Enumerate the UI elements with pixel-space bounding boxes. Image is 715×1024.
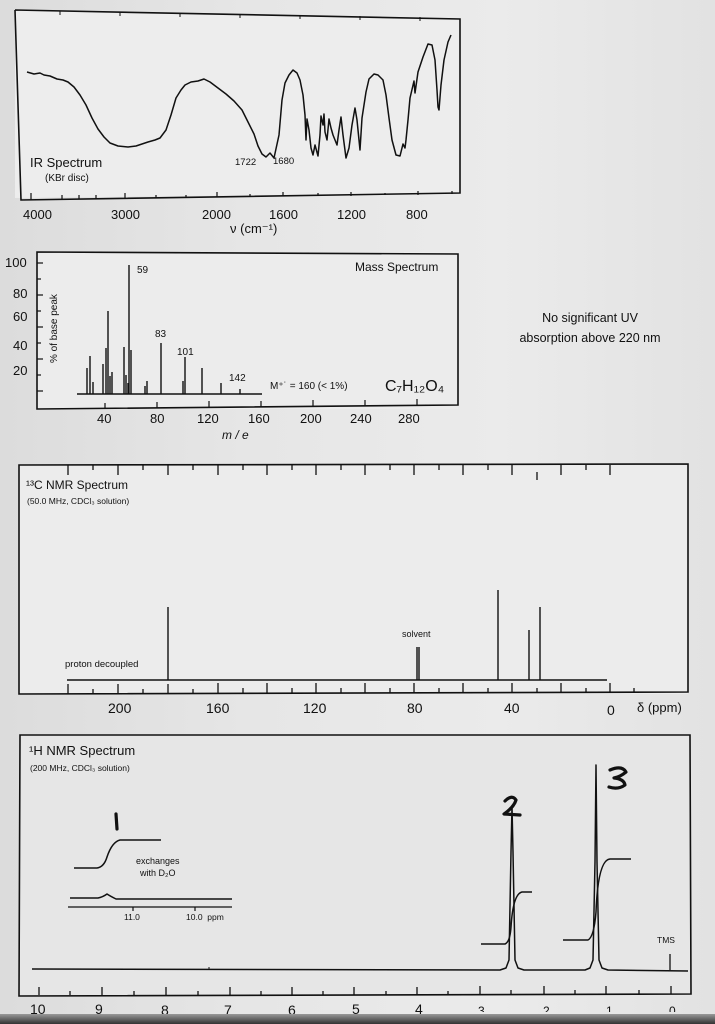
h1-inset-note-1: exchanges bbox=[136, 856, 180, 866]
handwritten-integral-1 bbox=[114, 812, 119, 831]
ms-x-axis-label: m / e bbox=[222, 428, 249, 442]
h1-nmr-chart bbox=[18, 734, 692, 997]
handwritten-integral-2 bbox=[502, 795, 522, 817]
mass-spectrum-chart: 59 83 101 142 % of base peak bbox=[36, 251, 459, 410]
h1-tick-3: 3 bbox=[478, 1004, 485, 1012]
ir-tick-1600: 1600 bbox=[269, 207, 298, 222]
ms-x-tick-240: 240 bbox=[350, 411, 372, 426]
ms-formula: C₇H₁₂O₄ bbox=[385, 378, 445, 395]
ir-peak-label-1722: 1722 bbox=[235, 157, 257, 168]
ir-tick-2000: 2000 bbox=[202, 207, 231, 222]
ms-molecular-ion: M⁺˙ = 160 (< 1%) bbox=[270, 381, 348, 392]
h1-tick-5: 5 bbox=[352, 1001, 360, 1017]
c13-tick-160: 160 bbox=[206, 700, 230, 716]
c13-title: ¹³C NMR Spectrum bbox=[26, 478, 129, 492]
ir-tick-4000: 4000 bbox=[23, 207, 52, 222]
h1-nmr-panel: ¹H NMR Spectrum (200 MHz, CDCl₃ solution… bbox=[0, 732, 715, 1024]
ms-y-tick-40: 40 bbox=[13, 338, 28, 353]
handwritten-integral-3 bbox=[607, 766, 628, 790]
ms-x-tick-200: 200 bbox=[300, 411, 322, 426]
c13-x-unit: δ (ppm) bbox=[637, 700, 682, 715]
h1-tick-1: 1 bbox=[606, 1004, 613, 1012]
uv-note-line-1: No significant UV bbox=[542, 311, 638, 325]
ms-x-tick-80: 80 bbox=[150, 411, 165, 426]
uv-note-line-2: absorption above 220 nm bbox=[519, 331, 661, 345]
c13-tick-80: 80 bbox=[407, 700, 423, 716]
h1-tick-6: 6 bbox=[288, 1002, 296, 1018]
ir-tick-3000: 3000 bbox=[111, 207, 140, 222]
h1-tick-7: 7 bbox=[224, 1002, 232, 1018]
h1-tick-4: 4 bbox=[415, 1001, 423, 1017]
c13-subtitle: (50.0 MHz, CDCl₃ solution) bbox=[27, 496, 130, 506]
c13-mode-label: proton decoupled bbox=[65, 659, 139, 670]
c13-tick-200: 200 bbox=[108, 700, 132, 716]
ir-spectrum-panel: IR Spectrum (KBr disc) 1722 1680 4000 30… bbox=[0, 0, 470, 236]
ms-y-tick-20: 20 bbox=[13, 363, 28, 378]
ms-x-tick-40: 40 bbox=[97, 411, 112, 426]
h1-inset-tick-10: 10.0 ppm bbox=[186, 912, 224, 922]
ms-peak-label-83: 83 bbox=[155, 329, 167, 340]
ir-x-axis-label: ν (cm⁻¹) bbox=[230, 221, 278, 236]
ms-y-tick-100: 100 bbox=[5, 255, 27, 270]
ms-peak-label-101: 101 bbox=[177, 347, 194, 358]
mass-spectrum-panel: 59 83 101 142 % of base peak Mass Spectr… bbox=[0, 245, 470, 445]
ir-title: IR Spectrum bbox=[30, 155, 103, 170]
ms-y-tick-80: 80 bbox=[13, 286, 28, 301]
c13-tick-120: 120 bbox=[303, 700, 327, 716]
ms-y-tick-60: 60 bbox=[13, 309, 28, 324]
c13-nmr-panel: solvent ¹³C NMR Spectrum (50.0 MHz, CDCl… bbox=[0, 455, 715, 725]
c13-tick-40: 40 bbox=[504, 700, 520, 716]
ir-spectrum-chart bbox=[14, 9, 461, 201]
uv-note: No significant UV absorption above 220 n… bbox=[490, 308, 690, 348]
ir-tick-1200: 1200 bbox=[337, 207, 366, 222]
h1-tick-2: 2 bbox=[543, 1004, 550, 1012]
h1-inset-tick-11: 11.0 bbox=[124, 912, 140, 922]
h1-tick-8: 8 bbox=[161, 1002, 169, 1018]
ms-peak-label-59: 59 bbox=[137, 265, 149, 276]
c13-solvent-label: solvent bbox=[402, 629, 431, 639]
h1-title: ¹H NMR Spectrum bbox=[29, 743, 136, 758]
ms-title: Mass Spectrum bbox=[355, 260, 439, 274]
c13-tick-0: 0 bbox=[607, 702, 615, 718]
ms-x-tick-280: 280 bbox=[398, 411, 420, 426]
h1-subtitle: (200 MHz, CDCl₃ solution) bbox=[30, 763, 130, 773]
ms-x-tick-120: 120 bbox=[197, 411, 219, 426]
ir-peak-label-1680: 1680 bbox=[273, 156, 295, 167]
h1-tms-label: TMS bbox=[657, 935, 675, 945]
ms-peak-label-142: 142 bbox=[229, 373, 246, 384]
ir-subtitle: (KBr disc) bbox=[45, 173, 89, 184]
c13-nmr-chart: solvent bbox=[18, 463, 689, 695]
h1-tick-9: 9 bbox=[95, 1001, 103, 1017]
ms-y-axis-label: % of base peak bbox=[49, 293, 60, 363]
h1-tick-0: 0 bbox=[669, 1004, 676, 1012]
page-edge-shadow bbox=[0, 1014, 715, 1024]
h1-tick-10: 10 bbox=[30, 1001, 46, 1017]
h1-inset-note-2: with D₂O bbox=[140, 868, 176, 878]
ir-tick-800: 800 bbox=[406, 207, 428, 222]
ms-x-tick-160: 160 bbox=[248, 411, 270, 426]
